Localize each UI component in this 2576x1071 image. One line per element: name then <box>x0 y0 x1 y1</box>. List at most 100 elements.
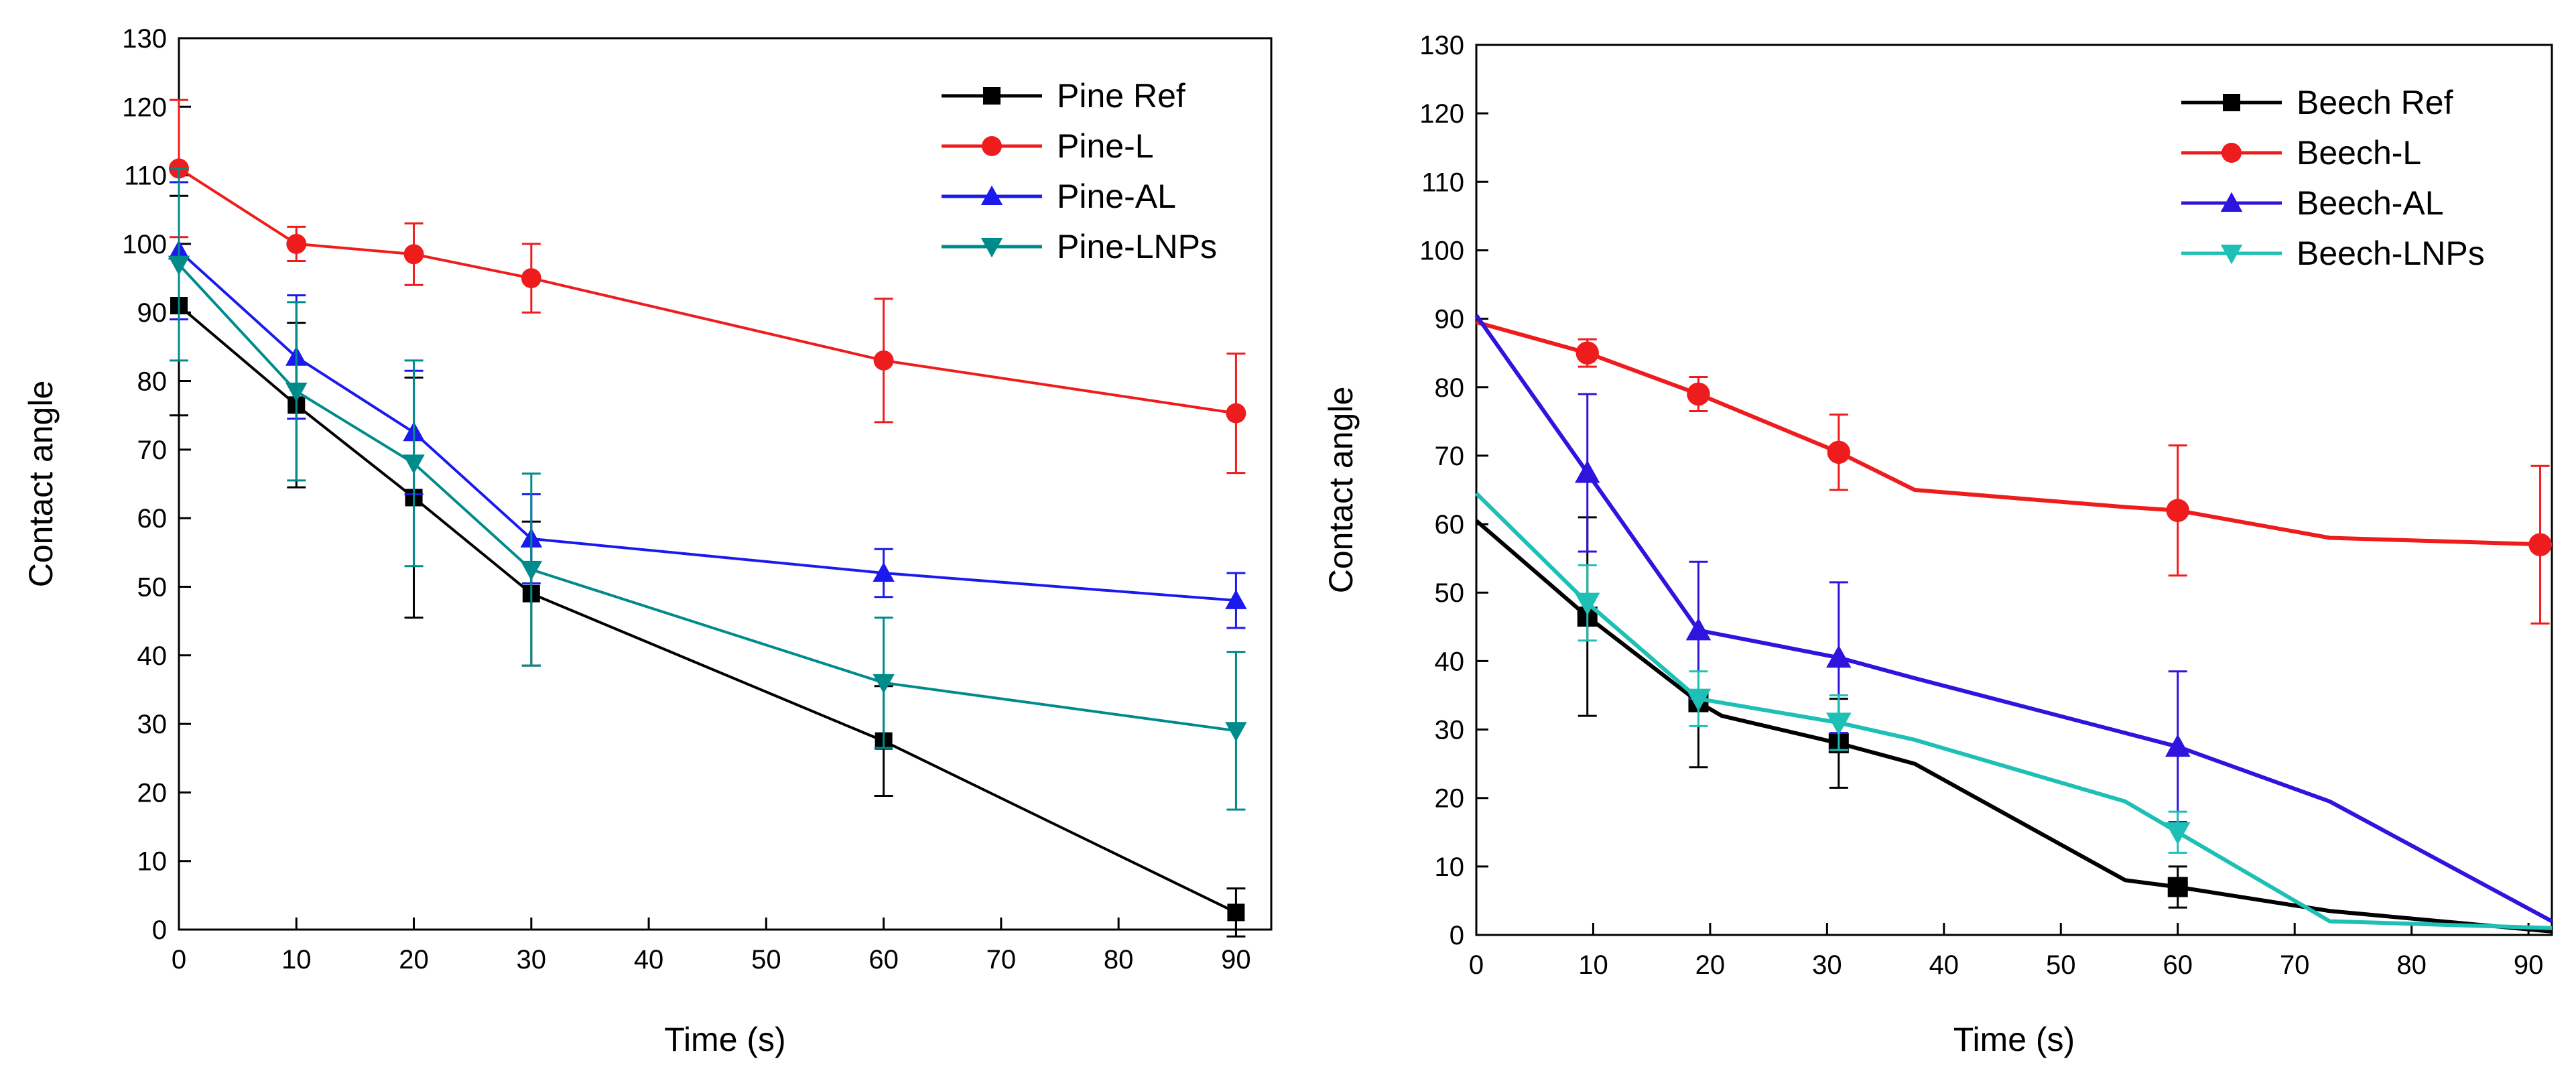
y-axis-title: Contact angle <box>22 381 60 588</box>
y-tick-label: 120 <box>1419 99 1464 129</box>
x-tick-label: 80 <box>1104 945 1134 974</box>
x-tick-label: 40 <box>634 945 664 974</box>
data-point <box>873 562 895 582</box>
legend-marker <box>980 185 1003 205</box>
x-tick-label: 70 <box>986 945 1017 974</box>
y-tick-label: 110 <box>124 162 167 191</box>
y-tick-label: 120 <box>122 92 167 122</box>
legend-entry: Pine Ref <box>942 77 1185 115</box>
data-point <box>1225 722 1247 742</box>
legend-label: Pine-LNPs <box>1057 228 1217 265</box>
y-tick-label: 70 <box>1435 442 1465 471</box>
y-tick-label: 90 <box>137 298 168 328</box>
x-tick-label: 50 <box>2046 950 2076 980</box>
y-tick-label: 10 <box>1435 853 1465 882</box>
y-tick-label: 70 <box>137 436 168 465</box>
data-point <box>1574 460 1600 483</box>
y-tick-label: 50 <box>137 572 168 602</box>
data-point <box>1827 440 1851 464</box>
data-point <box>403 454 425 475</box>
y-tick-label: 130 <box>122 24 167 54</box>
data-point <box>1226 403 1246 424</box>
series-pine-al <box>168 181 1247 629</box>
plot-frame <box>1475 44 2553 936</box>
data-point <box>2166 499 2189 522</box>
x-tick-label: 10 <box>1578 950 1608 980</box>
data-point <box>403 244 424 265</box>
legend-entry: Beech-AL <box>2181 184 2444 222</box>
data-point <box>168 255 190 275</box>
y-tick-label: 40 <box>1435 647 1465 676</box>
legend-entry: Pine-L <box>942 127 1154 165</box>
y-tick-label: 90 <box>1435 305 1465 334</box>
data-point <box>520 560 543 581</box>
y-tick-label: 30 <box>1435 716 1465 745</box>
series-pine-ref <box>170 194 1246 938</box>
legend-entry: Beech Ref <box>2181 84 2453 121</box>
legend-marker <box>983 87 1001 105</box>
y-axis-title: Contact angle <box>1322 387 1360 594</box>
x-tick-label: 60 <box>868 945 899 974</box>
x-tick-label: 30 <box>517 945 547 974</box>
x-tick-label: 60 <box>2163 950 2193 980</box>
data-point <box>521 268 541 289</box>
data-point <box>2528 533 2552 556</box>
y-tick-label: 20 <box>1435 784 1465 814</box>
series-line <box>1474 491 2553 930</box>
x-tick-label: 90 <box>2514 950 2544 980</box>
data-point <box>1685 688 1712 712</box>
y-tick-label: 80 <box>1435 373 1465 403</box>
legend-label: Beech-LNPs <box>2297 235 2485 272</box>
x-tick-label: 80 <box>2396 950 2427 980</box>
y-tick-label: 40 <box>137 641 168 671</box>
legend-entry: Pine-AL <box>942 178 1176 215</box>
y-tick-label: 30 <box>137 710 168 739</box>
x-tick-label: 40 <box>1929 950 1959 980</box>
legend-marker <box>2220 245 2243 265</box>
y-tick-label: 100 <box>122 230 167 259</box>
chart-2: 0 10 20 30 40 50 60 70 80 90 100 110 120 130 0 10 20 30 40… <box>1322 31 2553 1058</box>
x-tick-label: 30 <box>1812 950 1842 980</box>
data-point <box>2167 877 2188 897</box>
legend-marker <box>2220 192 2243 212</box>
legend-marker <box>980 238 1003 258</box>
y-tick-label: 110 <box>1421 168 1464 197</box>
data-point <box>1575 341 1599 365</box>
legend-label: Beech Ref <box>2297 84 2453 121</box>
data-point <box>286 233 307 254</box>
y-tick-label: 20 <box>137 778 168 808</box>
data-point <box>1574 592 1600 616</box>
series-pine-l <box>169 99 1246 475</box>
x-tick-label: 0 <box>1469 950 1484 980</box>
legend-label: Beech-AL <box>2297 184 2444 222</box>
chart-1: 0 10 20 30 40 50 60 70 80 90 100 110 120 130 0 10 20 30 40… <box>22 24 1273 1058</box>
x-tick-label: 50 <box>751 945 781 974</box>
x-tick-label: 0 <box>172 945 186 974</box>
data-point <box>1685 617 1712 641</box>
data-point <box>1227 903 1245 922</box>
y-tick-label: 60 <box>137 504 168 533</box>
series-line <box>178 249 1236 602</box>
y-tick-label: 100 <box>1419 236 1464 265</box>
x-axis-title: Time (s) <box>1953 1021 2075 1058</box>
data-point <box>1225 589 1247 609</box>
data-point <box>1826 645 1852 668</box>
x-tick-label: 90 <box>1221 945 1251 974</box>
y-tick-label: 0 <box>152 916 167 945</box>
y-tick-label: 130 <box>1419 31 1464 60</box>
legend-entry: Beech-LNPs <box>2181 235 2485 272</box>
series-beech-al <box>1474 314 2553 924</box>
legend-entry: Pine-LNPs <box>942 228 1217 265</box>
x-tick-label: 20 <box>399 945 429 974</box>
x-tick-label: 20 <box>1695 950 1726 980</box>
data-point <box>285 382 308 403</box>
series-line <box>178 167 1236 415</box>
data-point <box>873 350 894 371</box>
series-line <box>1474 314 2553 924</box>
data-point <box>2165 822 2191 845</box>
plot-frame <box>178 37 1273 931</box>
legend-label: Pine Ref <box>1057 77 1185 115</box>
legend-marker <box>2223 94 2240 111</box>
series-pine-lnps <box>168 167 1247 811</box>
y-tick-label: 0 <box>1450 921 1464 950</box>
